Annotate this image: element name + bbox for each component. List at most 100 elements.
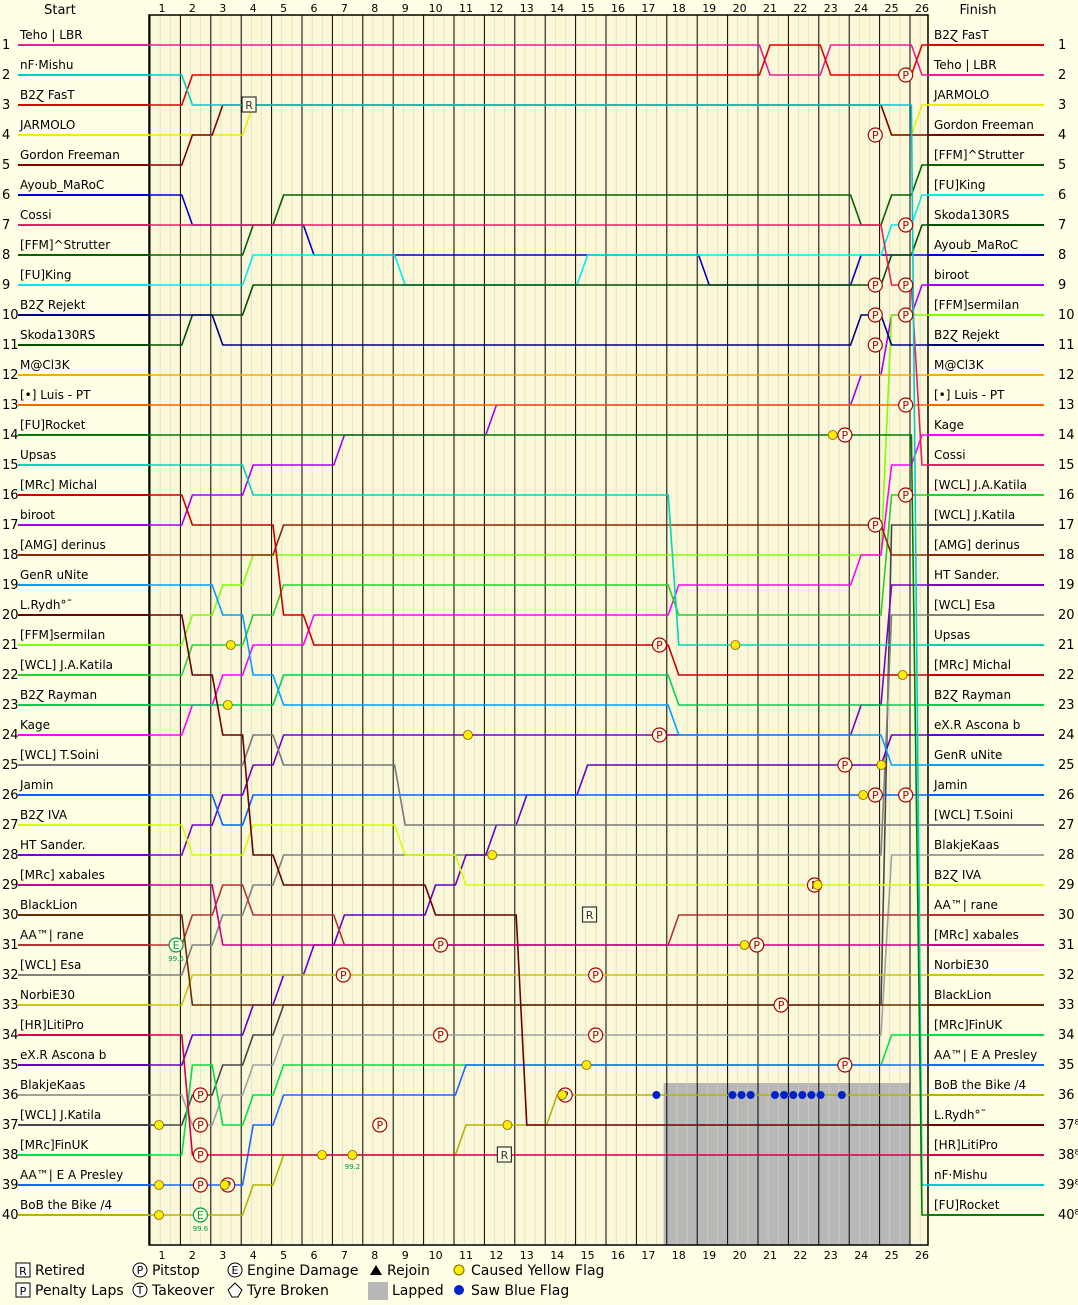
finish-driver: [FU]King [934,178,985,192]
lap-label-top: 23 [824,2,838,15]
finish-driver: [WCL] T.Soini [934,808,1013,822]
start-position: 32 [2,968,19,983]
start-position: 10 [2,308,19,323]
pitstop-marker [432,1027,449,1043]
legend-swatch-letter: E [232,1264,239,1277]
pitstop-letter: P [902,399,909,412]
start-driver: L.Rydh°¯ [20,598,73,612]
finish-position: 34 [1058,1028,1075,1043]
pitstop-letter: P [872,519,879,532]
start-driver: M@Cl3K [20,358,71,372]
lap-label-top: 19 [702,2,716,15]
finish-driver: JARMOLO [933,88,989,102]
engine-marker [168,937,184,953]
start-driver: [WCL] J.Katila [20,1108,101,1122]
finish-position: 15 [1058,458,1075,473]
finish-position: 23 [1058,698,1075,713]
finish-position: 32 [1058,968,1075,983]
legend-label: Retired [35,1263,85,1279]
finish-position: 2 [1058,68,1066,83]
legend-label: Penalty Laps [35,1283,124,1299]
lap-label-top: 7 [341,2,348,15]
finish-driver: [MRc] Michal [934,658,1011,672]
start-position: 33 [2,998,19,1013]
finish-position: 1 [1058,38,1066,53]
start-driver: Upsas [20,448,56,462]
start-position: 20 [2,608,19,623]
legend-swatch-letter: T [136,1284,144,1297]
pitstop-marker [192,1117,208,1133]
start-position: 9 [2,278,10,293]
yellow-flag-marker [487,850,498,860]
finish-driver: nF·Mishu [934,1168,987,1182]
finish-position: 16 [1058,488,1075,503]
start-position: 30 [2,908,19,923]
retired-letter: R [501,1149,509,1162]
lap-label-top: 25 [885,2,899,15]
legend-swatch-yellow [453,1264,465,1276]
yellow-flag-marker [858,790,869,800]
lap-label-top: 12 [489,2,503,15]
start-position: 38 [2,1148,19,1163]
start-driver: [WCL] Esa [20,958,81,972]
lap-label-top: 5 [280,2,287,15]
yellow-flag-marker [347,1150,358,1160]
finish-driver: Kage [934,418,964,432]
finish-position: 10 [1058,308,1075,323]
lap-label-bottom: 3 [219,1249,226,1262]
legend: R Retired P Pitstop E Engine Damage Rejoin Caus… [15,1262,604,1300]
blue-flag-marker [746,1091,755,1099]
finish-driver: BlakjeKaas [934,838,999,852]
series-line [149,44,928,106]
pitstop-letter: P [778,999,785,1012]
start-driver: Ayoub_MaRoC [20,178,104,192]
finish-driver: AA™| E A Presley [934,1048,1037,1062]
pitstop-letter: P [437,1029,444,1042]
finish-driver: [MRc] xabales [934,928,1019,942]
start-driver: [WCL] J.A.Katila [20,658,113,672]
start-driver: BlackLion [20,898,77,912]
legend-swatch-circle [227,1262,243,1278]
series-line [149,824,928,886]
pitstop-marker [898,217,914,233]
start-driver: HT Sander. [20,838,85,852]
pitstop-letter: P [842,429,849,442]
finish-driver: [FFM]^Strutter [934,148,1024,162]
yellow-flag-note: 99.2 [345,1163,361,1171]
start-labels: 1 Teho | LBR 2 nF·Mishu 3 B2Ɀ FasT 4 JARMOLO 5 Go… [2,28,149,1223]
legend-label: Caused Yellow Flag [471,1263,604,1279]
pitstop-marker [192,1147,208,1163]
start-position: 15 [2,458,19,473]
lap-label-bottom: 8 [371,1249,378,1262]
pitstop-marker [867,787,883,803]
series-line [149,314,928,646]
finish-position: 11 [1058,338,1075,353]
series-line [149,914,928,1006]
start-position: 36 [2,1088,19,1103]
blue-flag-marker [652,1091,661,1099]
series-line [149,314,928,346]
finish-position: 28 [1058,848,1075,863]
legend-swatch-lapped [368,1282,388,1300]
series-line [149,1034,928,1156]
pitstop-marker [335,967,351,983]
finish-driver: L.Rydh°¯ [934,1108,987,1122]
start-position: 12 [2,368,19,383]
finish-position: 40⁸ [1058,1208,1078,1223]
lap-label-bottom: 15 [581,1249,595,1262]
series-line [149,224,928,466]
lap-label-bottom: 5 [280,1249,287,1262]
yellow-flag-marker [222,700,233,710]
finish-driver: [AMG] derinus [934,538,1020,552]
finish-driver: BoB the Bike /4 [934,1078,1026,1092]
start-position: 31 [2,938,19,953]
finish-position: 21 [1058,638,1075,653]
legend-swatch-rejoin [370,1265,382,1275]
lap-label-top: 21 [763,2,777,15]
start-position: 13 [2,398,19,413]
pitstop-marker [372,1117,388,1133]
series-line [149,884,928,946]
series-line [149,224,928,346]
pitstop-marker [867,307,883,323]
start-position: 28 [2,848,19,863]
